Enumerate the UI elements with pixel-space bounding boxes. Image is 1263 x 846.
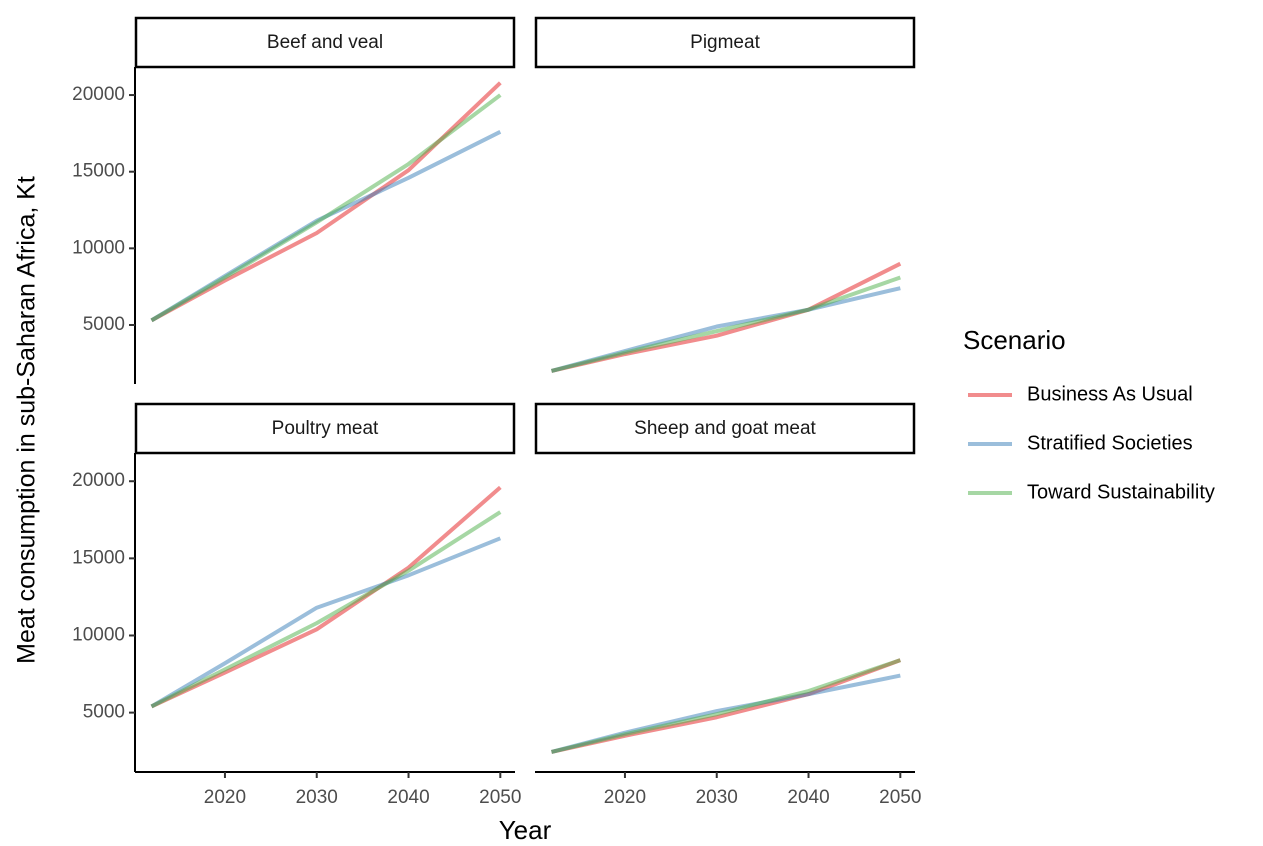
x-tick-label: 2040 bbox=[387, 787, 429, 808]
y-tick-label: 5000 bbox=[83, 314, 125, 335]
series-line bbox=[551, 658, 901, 754]
series-line bbox=[150, 536, 502, 709]
facet-strip bbox=[134, 16, 516, 69]
legend-label: Toward Sustainability bbox=[1027, 481, 1215, 503]
x-axis-label: Year bbox=[499, 815, 552, 845]
facet-strip bbox=[534, 16, 916, 69]
y-axis-label: Meat consumption in sub-Saharan Africa, … bbox=[13, 176, 41, 664]
x-tick-label: 2040 bbox=[787, 787, 829, 808]
y-tick-label: 10000 bbox=[72, 237, 125, 258]
y-tick-label: 20000 bbox=[72, 84, 125, 105]
y-tick-label: 10000 bbox=[72, 624, 125, 645]
y-tick-label: 15000 bbox=[72, 161, 125, 182]
legend-title: Scenario bbox=[963, 325, 1066, 355]
facet-title: Pigmeat bbox=[690, 32, 760, 53]
x-tick-label: 2020 bbox=[204, 787, 246, 808]
x-tick-label: 2050 bbox=[479, 787, 521, 808]
series-line bbox=[150, 510, 502, 709]
facet-title: Beef and veal bbox=[267, 32, 383, 53]
legend-label: Stratified Societies bbox=[1027, 432, 1193, 454]
series-line bbox=[150, 93, 502, 323]
legend-label: Business As Usual bbox=[1027, 383, 1193, 405]
facet-strip bbox=[534, 402, 916, 455]
x-tick-label: 2030 bbox=[296, 787, 338, 808]
x-tick-label: 2020 bbox=[604, 787, 646, 808]
x-tick-label: 2030 bbox=[696, 787, 738, 808]
y-tick-label: 20000 bbox=[72, 470, 125, 491]
facet-strip bbox=[134, 402, 516, 455]
series-line bbox=[551, 275, 901, 373]
facet-title: Sheep and goat meat bbox=[634, 418, 816, 439]
x-tick-label: 2050 bbox=[879, 787, 921, 808]
y-tick-label: 15000 bbox=[72, 547, 125, 568]
facet-title: Poultry meat bbox=[272, 418, 379, 439]
series-line bbox=[150, 81, 502, 323]
y-tick-label: 5000 bbox=[83, 702, 125, 723]
